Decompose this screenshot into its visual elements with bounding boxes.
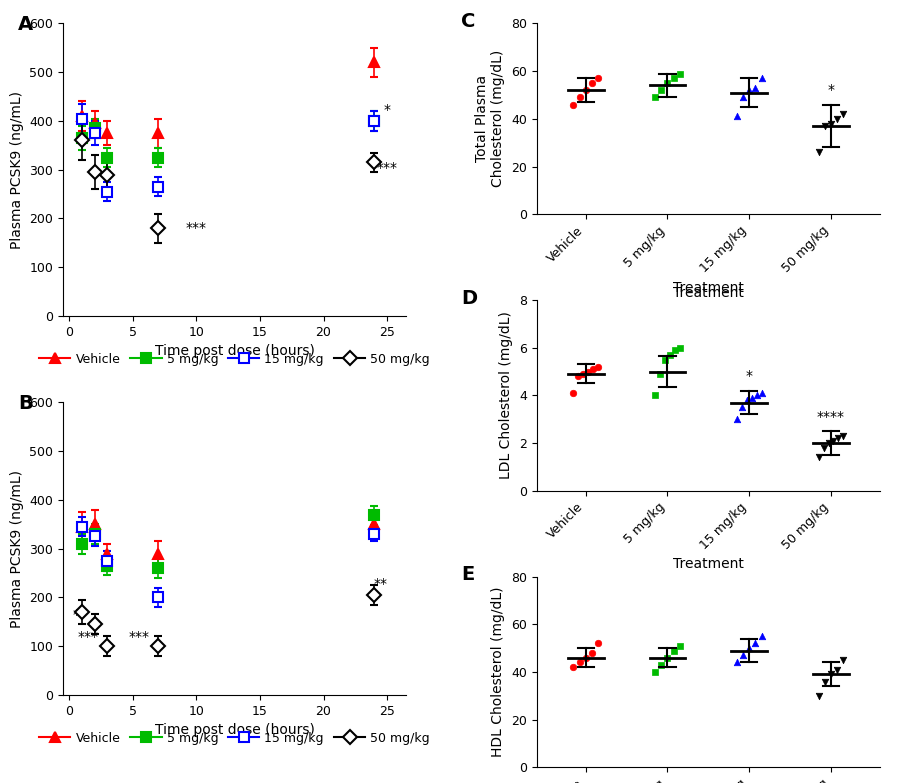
Y-axis label: Plasma PCSK9 (ng/mL): Plasma PCSK9 (ng/mL) [10,91,23,249]
Text: ***: *** [186,222,207,236]
Point [812,451,826,464]
Point [744,392,759,404]
Text: D: D [462,289,477,308]
Point [673,341,687,354]
Point [748,637,762,650]
Text: **: ** [374,577,388,591]
Y-axis label: Total Plasma
Cholesterol (mg/dL): Total Plasma Cholesterol (mg/dL) [475,50,506,187]
Point [591,637,605,650]
Point [730,413,744,425]
Point [742,642,756,655]
Text: ***: *** [128,630,150,644]
Point [567,387,581,399]
Point [754,387,769,399]
Text: ***: *** [376,161,398,175]
Point [748,81,762,94]
Legend: Vehicle, 5 mg/kg, 15 mg/kg, 50 mg/kg: Vehicle, 5 mg/kg, 15 mg/kg, 50 mg/kg [34,348,435,370]
Point [818,675,832,687]
Text: A: A [18,15,33,34]
Point [663,348,677,361]
Point [736,649,751,662]
Y-axis label: HDL Cholesterol (mg/dL): HDL Cholesterol (mg/dL) [491,586,506,757]
Point [754,72,769,85]
Point [653,368,667,381]
Point [585,77,599,89]
Text: *: * [383,103,391,117]
Point [581,366,595,378]
Point [567,661,581,673]
Point [585,647,599,659]
Y-axis label: LDL Cholesterol (mg/dL): LDL Cholesterol (mg/dL) [499,312,514,479]
Point [673,640,687,652]
Point [660,77,674,89]
Point [666,72,681,85]
Point [754,630,769,643]
Legend: Vehicle, 5 mg/kg, 15 mg/kg, 50 mg/kg: Vehicle, 5 mg/kg, 15 mg/kg, 50 mg/kg [34,727,435,749]
X-axis label: Time post dose (hours): Time post dose (hours) [154,345,314,358]
Point [572,91,586,103]
Point [730,656,744,669]
Point [816,442,831,454]
Point [567,99,581,111]
Text: E: E [462,565,474,584]
Text: *: * [827,83,834,97]
X-axis label: Treatment: Treatment [673,557,744,572]
Point [818,120,832,132]
Point [578,84,593,96]
Point [812,690,826,702]
Point [740,394,754,406]
Point [578,651,593,664]
Point [673,67,687,80]
Point [836,654,850,666]
Point [836,430,850,442]
Title: Treatment: Treatment [673,286,744,300]
Point [830,663,844,676]
Point [577,368,591,381]
Text: *: * [745,369,753,383]
Point [654,84,668,96]
Point [830,113,844,125]
Text: B: B [18,394,33,413]
Point [822,437,836,449]
Y-axis label: Plasma PCSK9 (ng/mL): Plasma PCSK9 (ng/mL) [10,470,23,628]
Point [666,644,681,657]
Point [730,110,744,123]
Point [571,370,585,383]
Point [836,108,850,121]
Point [667,344,682,356]
Point [832,432,846,445]
Point [591,360,605,373]
Text: ***: *** [78,630,99,644]
Point [742,84,756,96]
Point [826,435,841,447]
Point [736,91,751,103]
Point [648,666,663,678]
Point [585,363,600,376]
Point [660,651,674,664]
Point [823,117,838,130]
Text: C: C [462,12,476,31]
Point [648,91,663,103]
Text: **: ** [73,608,86,622]
Point [572,656,586,669]
Point [812,146,826,158]
Point [591,72,605,85]
Point [750,389,764,402]
X-axis label: Time post dose (hours): Time post dose (hours) [154,723,314,737]
Text: ****: **** [817,410,845,424]
Point [658,353,673,366]
X-axis label: Treatment: Treatment [673,281,744,295]
Point [735,401,749,413]
Point [648,389,663,402]
Point [654,659,668,671]
Point [823,668,838,680]
